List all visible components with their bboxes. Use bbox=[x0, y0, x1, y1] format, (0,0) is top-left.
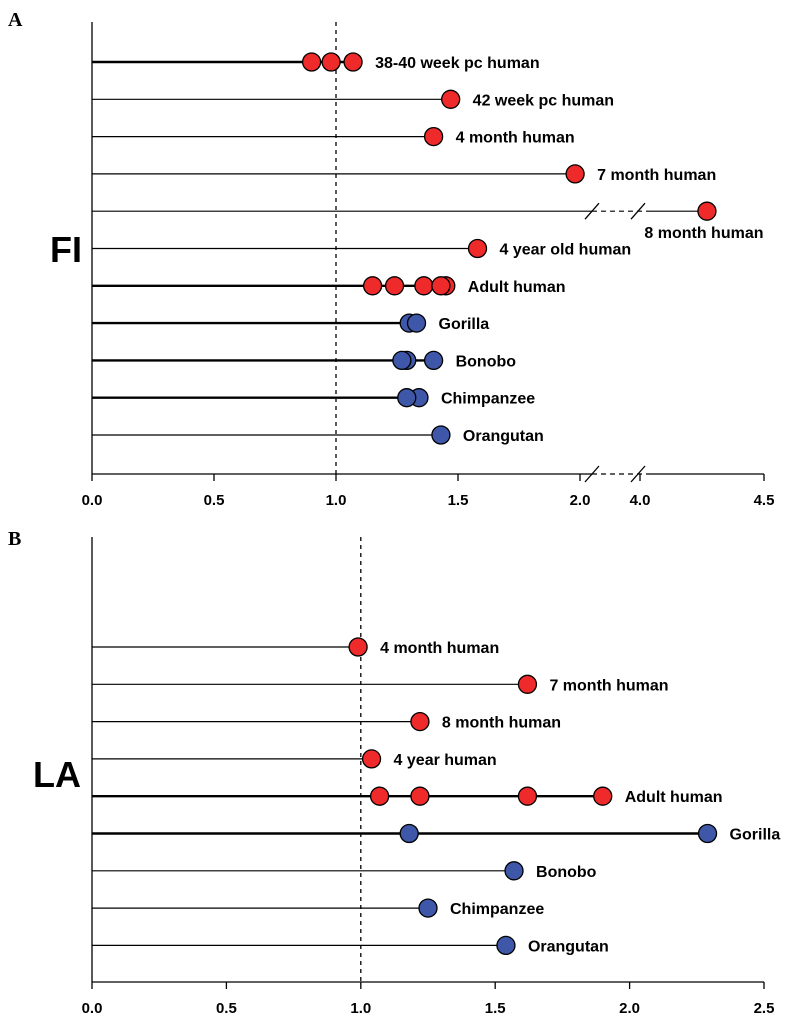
row-label: Gorilla bbox=[730, 827, 781, 844]
data-point bbox=[697, 201, 717, 221]
x-tick-label: 1.5 bbox=[485, 1000, 506, 1017]
x-axis-break-mark bbox=[630, 465, 646, 483]
panel-a: A FI 0.0 0.5 1.0 1.5 2.0 4.0 4.5 38-40 week pc … bbox=[8, 9, 774, 509]
x-tick-label: 2.0 bbox=[570, 492, 591, 509]
row-label: 38-40 week pc human bbox=[375, 55, 540, 72]
data-point bbox=[384, 276, 405, 296]
data-point bbox=[369, 786, 390, 806]
data-point bbox=[593, 786, 613, 806]
data-point bbox=[441, 89, 461, 109]
row-label: Orangutan bbox=[528, 938, 609, 955]
data-point bbox=[301, 52, 322, 72]
data-point bbox=[321, 52, 341, 72]
la-measure-label: LA bbox=[33, 754, 81, 795]
x-tick-label: 0.0 bbox=[82, 492, 103, 509]
x-tick-label: 2.5 bbox=[754, 1000, 775, 1017]
x-tick-label: 0.0 bbox=[82, 1000, 103, 1017]
row-label: 42 week pc human bbox=[473, 92, 614, 109]
data-point bbox=[517, 674, 538, 694]
data-point bbox=[397, 388, 417, 408]
data-point bbox=[418, 898, 438, 918]
row-label: Chimpanzee bbox=[441, 391, 535, 408]
panel-a-letter: A bbox=[8, 9, 23, 31]
x-tick-label: 2.0 bbox=[619, 1000, 640, 1017]
data-point bbox=[348, 637, 368, 657]
x-tick-label: 1.0 bbox=[326, 492, 347, 509]
data-point bbox=[392, 350, 412, 371]
row-label: 7 month human bbox=[549, 677, 668, 694]
x-tick-label: 0.5 bbox=[216, 1000, 237, 1017]
row-label: Adult human bbox=[468, 279, 566, 296]
data-point bbox=[362, 276, 383, 296]
data-point bbox=[343, 52, 363, 72]
row-label: 4 year human bbox=[394, 752, 497, 769]
fi-measure-label: FI bbox=[50, 229, 82, 270]
row-label: 8 month human bbox=[442, 715, 561, 732]
row-label: Chimpanzee bbox=[450, 901, 544, 918]
data-point bbox=[504, 861, 524, 881]
x-axis-break-mark bbox=[584, 465, 600, 483]
data-point bbox=[361, 749, 382, 769]
row-label: 4 month human bbox=[380, 640, 499, 657]
row-label: Orangutan bbox=[463, 428, 544, 445]
data-point bbox=[431, 276, 451, 296]
data-point bbox=[410, 786, 430, 806]
data-point bbox=[399, 823, 419, 844]
data-point bbox=[697, 823, 718, 844]
row-label: 8 month human bbox=[644, 225, 763, 242]
row-label: 4 year old human bbox=[500, 242, 632, 259]
data-point bbox=[565, 164, 585, 184]
data-point bbox=[431, 425, 451, 445]
x-tick-label: 4.5 bbox=[754, 492, 775, 509]
panel-b: B LA 0.0 0.5 1.0 1.5 2.0 2.5 4 month human 7 mo… bbox=[8, 528, 780, 1017]
row-label: Bonobo bbox=[536, 864, 597, 881]
row-label: Adult human bbox=[625, 789, 723, 806]
data-point bbox=[414, 276, 434, 296]
data-point bbox=[406, 313, 427, 333]
x-tick-label: 4.0 bbox=[630, 492, 651, 509]
row-label: 7 month human bbox=[597, 167, 716, 184]
data-point bbox=[410, 711, 430, 732]
x-tick-label: 0.5 bbox=[204, 492, 225, 509]
data-point bbox=[423, 350, 444, 371]
x-tick-label: 1.0 bbox=[350, 1000, 371, 1017]
row-label: Gorilla bbox=[439, 316, 490, 333]
x-tick-label: 1.5 bbox=[448, 492, 469, 509]
data-point bbox=[423, 126, 444, 147]
row-break-mark bbox=[584, 202, 600, 220]
row-label: 4 month human bbox=[456, 130, 575, 147]
data-point bbox=[467, 238, 488, 259]
panel-b-letter: B bbox=[8, 528, 21, 550]
row-break-mark bbox=[630, 202, 646, 220]
data-point bbox=[496, 935, 516, 956]
data-point bbox=[517, 786, 538, 806]
row-label: Bonobo bbox=[456, 353, 517, 370]
